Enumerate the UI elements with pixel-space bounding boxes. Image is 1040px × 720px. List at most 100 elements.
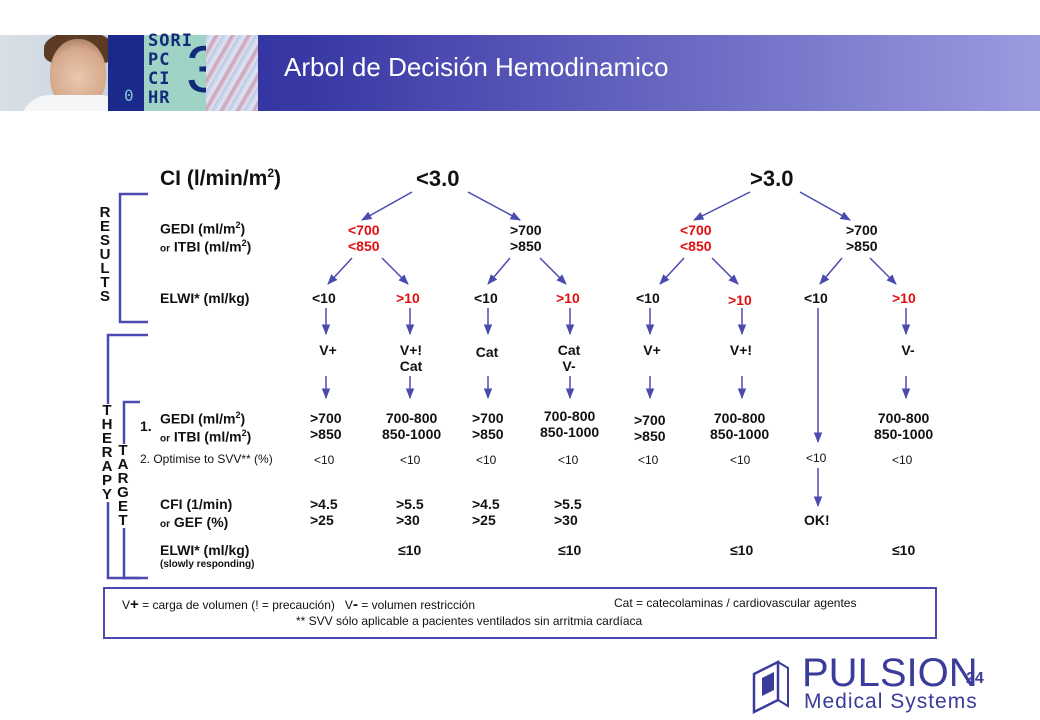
target-gedi-2: 700-800 850-1000 — [382, 410, 441, 442]
elwi-value-6: >10 — [728, 292, 752, 308]
results-letter: R — [99, 204, 111, 221]
cfi-line: >4.5 — [472, 496, 500, 512]
itbi-label: or ITBI (ml/m2) — [160, 238, 251, 255]
target-gedi-6: 700-800 850-1000 — [710, 410, 769, 442]
target-gedi-line: >700 — [634, 412, 666, 428]
therapy-letter: T — [102, 402, 112, 419]
tubes-image — [206, 35, 258, 111]
therapy-2: V+! Cat — [396, 342, 426, 374]
legend-box — [103, 587, 937, 639]
target-gedi-1: >700 >850 — [310, 410, 342, 442]
svv-value-8: <10 — [892, 453, 913, 467]
gedi-value-3: <700 <850 — [680, 222, 712, 254]
elwi-value-4: >10 — [556, 290, 580, 306]
gedi-value-line: >850 — [510, 238, 542, 254]
gedi-label-text: GEDI (ml/m — [160, 220, 236, 237]
cfi-line: >30 — [396, 512, 420, 528]
arrow-gedi3-a — [659, 257, 685, 285]
monitor-line-1: SORI — [148, 31, 193, 51]
legend-minus: - — [352, 596, 358, 613]
page-number: 24 — [966, 670, 984, 687]
arrow-ci-low-left — [361, 191, 413, 221]
gedi-value-4: >700 >850 — [846, 222, 878, 254]
legend-cat: Cat = catecolaminas / cardiovascular age… — [614, 596, 857, 610]
gef-label-text: GEF (%) — [173, 514, 229, 530]
svv-label: 2. Optimise to SVV** (%) — [140, 452, 273, 466]
therapy-5: V+ — [638, 342, 666, 358]
arrow-gedi3-b — [711, 257, 739, 285]
results-letter: S — [99, 232, 110, 249]
itbi-label-text: ITBI (ml/m — [173, 428, 242, 445]
itbi-label-close: ) — [246, 428, 252, 445]
arrow-gedi4-a — [819, 257, 843, 285]
svv-value-5: <10 — [638, 453, 659, 467]
gedi-value-1: <700 <850 — [348, 222, 380, 254]
therapy-letter: Y — [101, 486, 112, 503]
elwi2-value-2: ≤10 — [558, 542, 582, 558]
target-gedi-line: >850 — [634, 428, 666, 444]
target-letter: E — [117, 498, 128, 515]
target-itbi-label: or ITBI (ml/m2) — [160, 428, 251, 445]
elwi-value-5: <10 — [636, 290, 660, 306]
svv-value-1: <10 — [314, 453, 335, 467]
logo-subtitle: Medical Systems — [804, 690, 978, 713]
cfi-value-2: >5.5 >30 — [396, 496, 424, 528]
ci-high-value: >3.0 — [750, 166, 794, 191]
therapy-line: Cat — [399, 358, 423, 374]
ci-label-text: CI (l/min/m — [160, 167, 268, 190]
pulsion-logo-icon — [752, 660, 789, 715]
cfi-line: >25 — [310, 512, 334, 528]
gedi-value-line: >850 — [846, 238, 878, 254]
therapy-7: V- — [894, 342, 922, 358]
target-gedi-label: GEDI (ml/m2) — [160, 410, 245, 427]
svv-value-7: <10 — [806, 451, 827, 465]
results-letter: U — [99, 246, 111, 263]
gedi-label: GEDI (ml/m2) — [160, 220, 245, 237]
target-gedi-line: 850-1000 — [710, 426, 770, 442]
target-gedi-5: >700 >850 — [634, 412, 666, 444]
target-letter: R — [117, 470, 129, 487]
therapy-line: Cat — [475, 344, 499, 360]
gedi-value-line: >700 — [846, 222, 878, 238]
ci-label-close: ) — [274, 167, 282, 190]
monitor-zero: 0 — [124, 86, 134, 105]
results-bracket — [118, 192, 148, 324]
target-gedi-line: 700-800 — [877, 410, 930, 426]
gedi-label-text: GEDI (ml/m — [160, 410, 236, 427]
target-gedi-line: >700 — [310, 410, 342, 426]
itbi-label-close: ) — [246, 238, 252, 255]
target-gedi-line: >700 — [472, 410, 504, 426]
elwi2-value-4: ≤10 — [892, 542, 916, 558]
itbi-label-text: ITBI (ml/m — [173, 238, 242, 255]
legend-vminus: V — [344, 598, 353, 612]
monitor-readout: SORI PC CI HR — [148, 32, 193, 108]
page-title: Arbol de Decisión Hemodinamico — [284, 52, 669, 82]
target-gedi-line: 700-800 — [543, 408, 596, 424]
therapy-line: Cat — [557, 342, 581, 358]
arrow-ci-low-right — [467, 191, 521, 221]
target-gedi-line: 700-800 — [385, 410, 438, 426]
svv-value-6: <10 — [730, 453, 751, 467]
target-gedi-line: >850 — [472, 426, 504, 442]
arrow-gedi1-a — [327, 257, 353, 285]
cfi-line: >25 — [472, 512, 496, 528]
svv-value-3: <10 — [476, 453, 497, 467]
target-gedi-line: 850-1000 — [874, 426, 934, 442]
ci-label-sup: 2 — [267, 166, 275, 180]
gedi-value-line: <850 — [680, 238, 712, 254]
gedi-value-line: >700 — [510, 222, 542, 238]
therapy-1: V+ — [314, 342, 342, 358]
svv-value-2: <10 — [400, 453, 421, 467]
monitor-line-2: PC — [148, 50, 171, 70]
elwi2-label: ELWI* (ml/kg) — [160, 542, 250, 558]
itbi-label-sup: 2 — [241, 238, 247, 248]
elwi2-value-1: ≤10 — [398, 542, 422, 558]
cfi-value-3: >4.5 >25 — [472, 496, 500, 528]
legend-line-2: ** SVV sólo aplicable a pacientes ventil… — [296, 614, 643, 628]
target-gedi-line: 700-800 — [713, 410, 766, 426]
results-letter: T — [100, 274, 110, 291]
gedi-label-close: ) — [240, 410, 246, 427]
elwi-value-2: >10 — [396, 290, 420, 306]
target-vertical-label: T A R G E T — [116, 443, 130, 528]
